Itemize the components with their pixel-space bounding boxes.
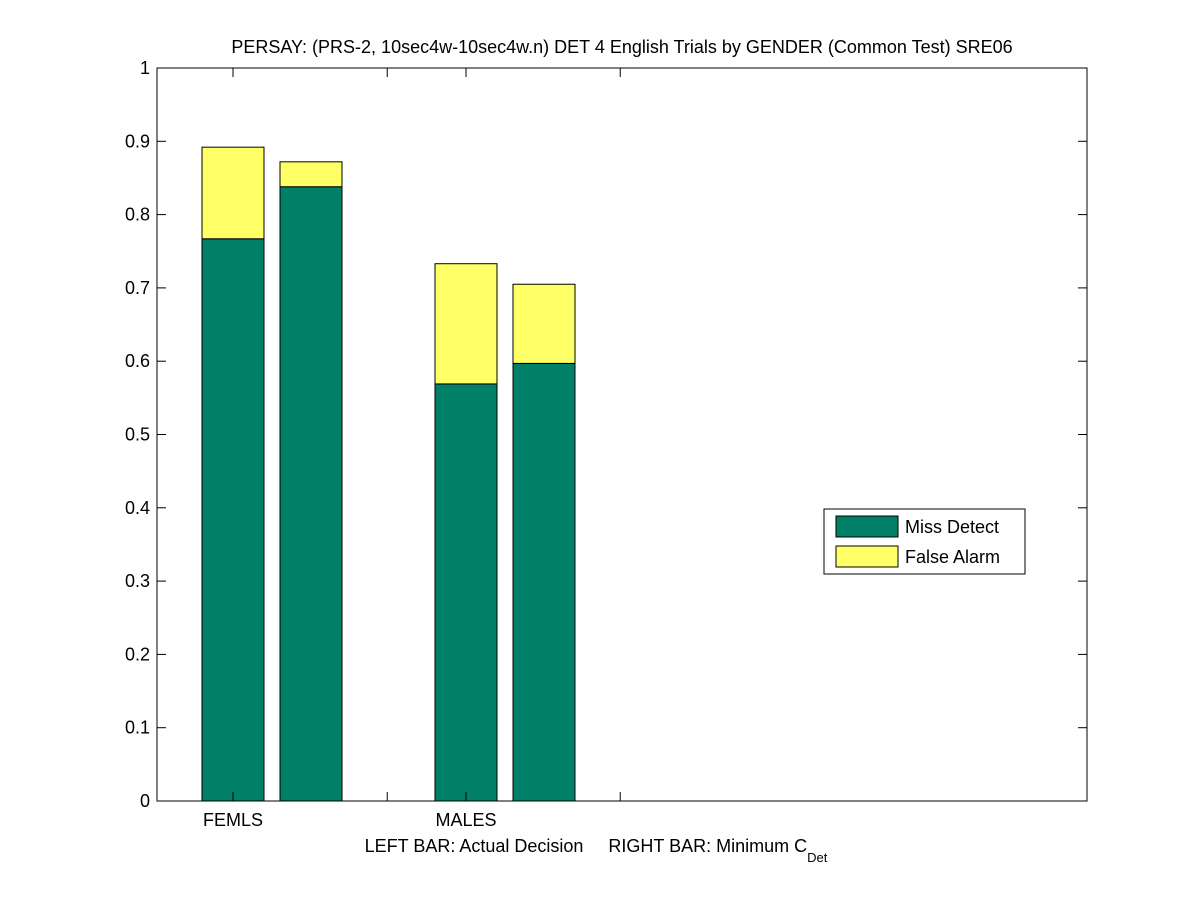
legend-label-false-alarm: False Alarm — [905, 547, 1000, 567]
y-tick-label: 0.6 — [125, 351, 150, 371]
bar-femls-left-miss-detect — [201, 238, 265, 802]
y-tick-label: 0.3 — [125, 571, 150, 591]
legend-label-miss-detect: Miss Detect — [905, 517, 999, 537]
bar-males-right-false-alarm — [512, 283, 576, 364]
y-tick-label: 0.4 — [125, 498, 150, 518]
y-tick-label: 0 — [140, 791, 150, 811]
x-axis-label-subscript: Det — [807, 850, 828, 865]
bar-males-left-miss-detect — [434, 383, 498, 802]
y-tick-label: 0.8 — [125, 205, 150, 225]
y-tick-label: 0.1 — [125, 718, 150, 738]
x-axis-label-left: LEFT BAR: Actual Decision — [365, 836, 584, 856]
x-axis-label-spacer — [583, 836, 608, 856]
y-tick-label: 0.9 — [125, 131, 150, 151]
y-tick-label: 1 — [140, 58, 150, 78]
chart-title: PERSAY: (PRS-2, 10sec4w-10sec4w.n) DET 4… — [231, 37, 1012, 57]
bar-femls-right-false-alarm — [279, 161, 343, 188]
legend: Miss Detect False Alarm — [823, 508, 1026, 575]
x-tick-label-femls: FEMLS — [203, 810, 263, 830]
ticks-layer: 0 0.1 0.2 0.3 0.4 0.5 0.6 0.7 0.8 0.9 1 FEMLS MALES — [125, 58, 1087, 830]
bars-layer — [201, 146, 576, 802]
legend-swatch-miss-detect — [835, 515, 899, 538]
bar-femls-right-miss-detect — [279, 186, 343, 802]
bar-femls-left-false-alarm — [201, 146, 265, 240]
legend-swatch-false-alarm — [835, 545, 899, 568]
y-tick-label: 0.2 — [125, 644, 150, 664]
bar-males-right-miss-detect — [512, 362, 576, 802]
y-tick-label: 0.7 — [125, 278, 150, 298]
y-tick-label: 0.5 — [125, 425, 150, 445]
x-axis-label-right: RIGHT BAR: Minimum C — [608, 836, 807, 856]
x-axis-label: LEFT BAR: Actual Decision RIGHT BAR: Min… — [365, 836, 828, 865]
x-tick-label-males: MALES — [435, 810, 496, 830]
bar-males-left-false-alarm — [434, 263, 498, 385]
